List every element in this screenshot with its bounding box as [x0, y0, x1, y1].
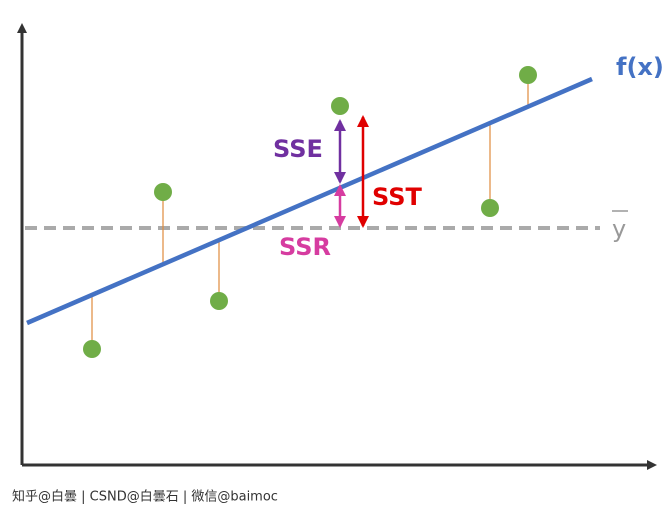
fx-label: f(x): [616, 53, 664, 81]
footer: 知乎@白曇 | CSND@白曇石 | 微信@baimoc: [12, 489, 278, 505]
sst-label: SST: [372, 183, 422, 211]
ssr-label: SSR: [279, 233, 331, 261]
regression-line: [26, 76, 593, 326]
sse-label: SSE: [273, 135, 323, 163]
data-points: [83, 66, 537, 358]
residuals: [91, 75, 529, 349]
ybar-label: y: [612, 215, 626, 243]
